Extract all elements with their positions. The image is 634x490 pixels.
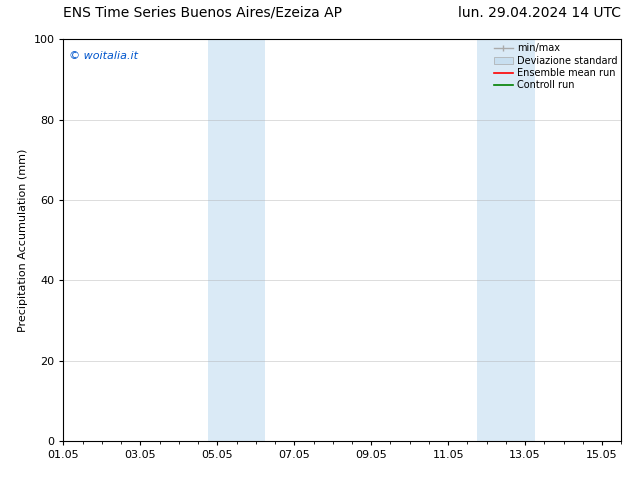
Legend: min/max, Deviazione standard, Ensemble mean run, Controll run: min/max, Deviazione standard, Ensemble m…	[491, 41, 619, 92]
Bar	[477, 39, 534, 441]
Text: lun. 29.04.2024 14 UTC: lun. 29.04.2024 14 UTC	[458, 5, 621, 20]
Text: © woitalia.it: © woitalia.it	[69, 51, 138, 61]
Y-axis label: Precipitation Accumulation (mm): Precipitation Accumulation (mm)	[18, 148, 28, 332]
Text: ENS Time Series Buenos Aires/Ezeiza AP: ENS Time Series Buenos Aires/Ezeiza AP	[63, 5, 342, 20]
Bar	[208, 39, 266, 441]
